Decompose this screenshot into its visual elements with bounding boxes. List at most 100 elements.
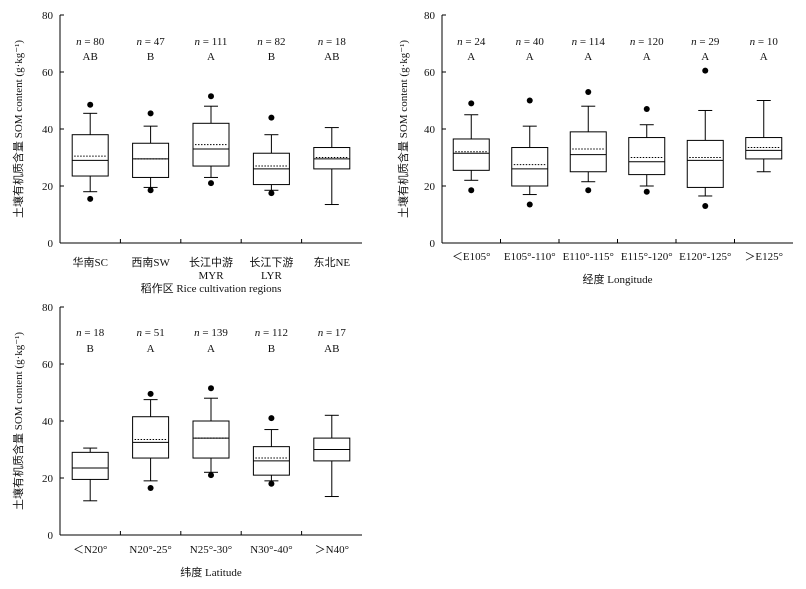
category-label: 西南SW [131, 256, 170, 269]
chart-panel-2: 0 20 40 60 80 土壤有机质含量 SOM content (g·kg⁻¹) 经度 … [396, 10, 793, 286]
box-plot [132, 390, 170, 491]
significance-letter: A [207, 51, 215, 63]
box-plot [252, 415, 290, 487]
x-axis-label: 经度 Longitude [583, 272, 653, 286]
outlier-point [208, 180, 214, 187]
y-tick-label: 60 [42, 359, 54, 371]
box [569, 131, 607, 173]
category-label: ＞E125° [744, 251, 783, 263]
category-label: N25°-30° [190, 544, 232, 556]
y-tick-label: 80 [42, 10, 54, 22]
y-tick-label: 0 [48, 530, 54, 542]
category-label: E105°-110° [504, 251, 556, 263]
sample-size-label: n = 82 [257, 36, 285, 48]
significance-letter: A [207, 343, 215, 355]
box [313, 147, 351, 170]
outlier-point [268, 114, 275, 121]
sample-size-label: n = 10 [750, 36, 779, 48]
significance-letter: AB [324, 51, 339, 63]
sample-size-label: n = 139 [194, 327, 228, 339]
category-label: 长江下游 [249, 256, 293, 269]
axes [59, 306, 362, 536]
y-tick-label: 60 [424, 67, 436, 79]
box [132, 416, 170, 459]
y-tick-label: 40 [42, 124, 54, 136]
box [628, 137, 666, 176]
category-label: 长江中游 [189, 256, 233, 269]
axes [59, 14, 362, 244]
x-axis-label: 稻作区 Rice cultivation regions [141, 282, 282, 295]
outlier-point [147, 390, 154, 397]
sample-size-label: n = 17 [318, 327, 347, 339]
category-label: E110°-115° [563, 251, 614, 263]
outlier-point [702, 202, 709, 209]
y-tick-label: 20 [42, 473, 54, 485]
significance-letter: AB [324, 343, 339, 355]
box-plot [252, 114, 290, 197]
y-axis-label: 土壤有机质含量 SOM content (g·kg⁻¹) [11, 332, 25, 510]
outlier-point [87, 195, 94, 202]
outlier-point [208, 472, 214, 479]
outlier-point [147, 187, 154, 194]
y-tick-label: 0 [430, 238, 436, 250]
significance-letter: B [268, 51, 275, 63]
box-plot [192, 93, 230, 187]
chart-panel-1: 0 20 40 60 80 土壤有机质含量 SOM content (g·kg⁻¹) 稻作区… [11, 10, 362, 295]
y-tick-label: 20 [42, 181, 54, 193]
box-plot [71, 101, 109, 202]
significance-letter: B [147, 51, 154, 63]
significance-letter: AB [83, 51, 98, 63]
sample-size-label: n = 18 [318, 36, 347, 48]
box-plot [313, 127, 351, 206]
significance-letter: A [526, 51, 534, 63]
significance-letter: A [147, 343, 155, 355]
sample-size-label: n = 51 [136, 327, 164, 339]
y-tick-label: 40 [424, 124, 436, 136]
sample-size-label: n = 80 [76, 36, 105, 48]
outlier-point [268, 415, 275, 422]
y-tick-label: 20 [424, 181, 436, 193]
y-tick-label: 80 [424, 10, 436, 22]
box-plot [452, 100, 490, 194]
outlier-point [702, 67, 709, 74]
outlier-point [526, 97, 533, 104]
box [686, 139, 724, 188]
significance-letter: A [584, 51, 592, 63]
box [452, 138, 490, 171]
box [132, 142, 170, 178]
category-label: ＞N40° [315, 544, 349, 556]
category-label: ＜N20° [73, 544, 107, 556]
sample-size-label: n = 24 [457, 36, 486, 48]
category-label: ＜E105° [452, 251, 491, 263]
outlier-point [526, 201, 533, 208]
box-plot [745, 100, 783, 173]
y-tick-label: 0 [48, 238, 54, 250]
outlier-point [208, 93, 214, 100]
y-tick-label: 80 [42, 302, 54, 314]
outlier-point [147, 110, 154, 117]
category-label-line2: LYR [261, 270, 283, 282]
sample-size-label: n = 112 [255, 327, 288, 339]
outlier-point [208, 385, 214, 392]
box-plot [569, 88, 607, 194]
category-label: N20°-25° [129, 544, 171, 556]
category-label: 华南SC [72, 255, 107, 269]
outlier-point [643, 188, 650, 195]
y-axis-label: 土壤有机质含量 SOM content (g·kg⁻¹) [11, 40, 25, 218]
outlier-point [268, 190, 275, 197]
sample-size-label: n = 47 [136, 36, 165, 48]
box [511, 147, 549, 187]
y-axis-label: 土壤有机质含量 SOM content (g·kg⁻¹) [396, 40, 410, 218]
box-plot [192, 385, 230, 479]
y-tick-label: 60 [42, 67, 54, 79]
box [192, 420, 230, 459]
outlier-point [87, 101, 94, 108]
category-label: 东北NE [313, 256, 350, 269]
sample-size-label: n = 18 [76, 327, 105, 339]
box-plot [511, 97, 549, 208]
sample-size-label: n = 120 [630, 36, 664, 48]
category-label: E115°-120° [621, 251, 673, 263]
outlier-point [468, 100, 475, 107]
outlier-point [468, 187, 475, 194]
